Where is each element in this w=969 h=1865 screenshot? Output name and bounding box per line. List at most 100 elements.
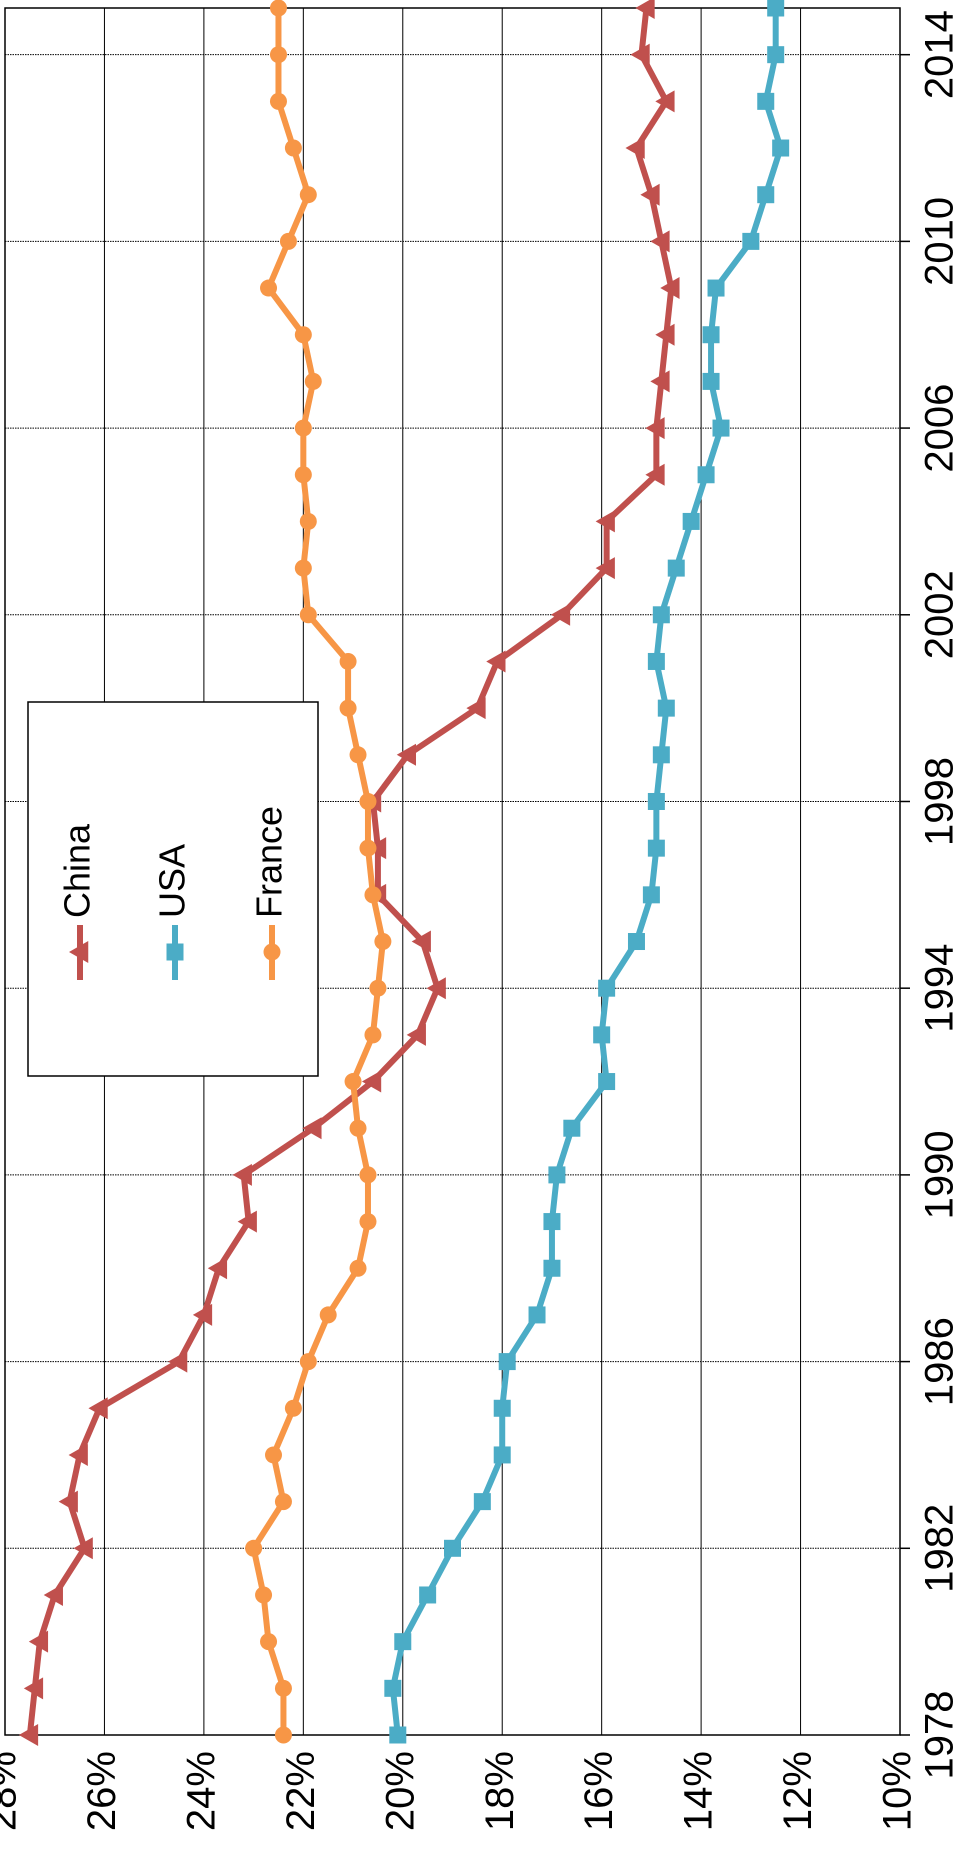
- legend: China USA France: [27, 701, 319, 1077]
- legend-swatch-marker: [166, 943, 184, 961]
- data-point-usa: [384, 1679, 402, 1697]
- data-point-china: [192, 1303, 213, 1326]
- legend-swatch-marker: [263, 943, 281, 961]
- data-point-france: [265, 1446, 282, 1464]
- data-point-france: [364, 886, 382, 904]
- legend-swatch-marker: [69, 941, 89, 963]
- data-point-china: [23, 1677, 44, 1700]
- data-point-usa: [389, 1726, 407, 1744]
- data-point-china: [625, 137, 645, 160]
- data-point-france: [349, 1119, 367, 1137]
- y-tick-label: 28%: [0, 1751, 25, 1831]
- data-point-china: [550, 603, 571, 626]
- data-point-france: [294, 559, 312, 577]
- data-point-usa: [697, 466, 715, 484]
- data-point-france: [304, 372, 322, 390]
- data-point-france: [359, 792, 377, 810]
- data-point-usa: [657, 699, 675, 717]
- data-point-france: [359, 1166, 377, 1184]
- data-point-usa: [647, 839, 665, 857]
- data-point-france: [299, 1353, 317, 1371]
- data-point-china: [426, 977, 446, 1000]
- plot-frame: [4, 7, 901, 1736]
- y-tick-label: 20%: [378, 1751, 422, 1831]
- legend-label-china: China: [57, 823, 98, 918]
- data-point-usa: [642, 886, 660, 904]
- data-point-france: [274, 1679, 292, 1697]
- data-point-china: [68, 1443, 88, 1466]
- data-point-china: [595, 557, 615, 580]
- y-tick-label: 14%: [677, 1751, 721, 1831]
- data-point-usa: [757, 92, 775, 110]
- data-point-france: [274, 1726, 292, 1744]
- data-point-usa: [419, 1586, 437, 1604]
- data-point-france: [359, 839, 377, 857]
- data-point-france: [344, 1073, 362, 1091]
- data-point-usa: [702, 372, 720, 390]
- data-point-usa: [702, 326, 720, 344]
- gridlines: [4, 7, 910, 1736]
- series-usa: [384, 0, 790, 1744]
- data-point-china: [640, 183, 660, 206]
- y-tick-label: 18%: [478, 1751, 522, 1831]
- y-tick-label: 22%: [279, 1751, 323, 1831]
- data-point-usa: [563, 1119, 581, 1137]
- data-point-usa: [593, 1026, 611, 1044]
- legend-label-france: France: [249, 806, 290, 918]
- x-tick-label: 2002: [918, 570, 962, 659]
- series-china: [18, 0, 680, 1746]
- data-point-usa: [543, 1259, 561, 1277]
- data-point-france: [339, 699, 357, 717]
- data-point-usa: [667, 559, 685, 577]
- data-point-china: [660, 277, 680, 300]
- x-tick-label: 1986: [918, 1317, 962, 1406]
- y-tick-label: 16%: [577, 1751, 621, 1831]
- data-point-france: [374, 933, 392, 951]
- data-point-usa: [682, 512, 700, 530]
- x-tick-label: 1994: [918, 944, 962, 1033]
- data-point-usa: [394, 1633, 412, 1651]
- x-tick-label: 1998: [918, 757, 962, 846]
- data-point-usa: [493, 1446, 511, 1464]
- data-point-usa: [543, 1213, 561, 1231]
- y-tick-label: 10%: [876, 1751, 920, 1831]
- data-point-usa: [647, 792, 665, 810]
- data-point-france: [319, 1306, 337, 1324]
- data-point-china: [73, 1537, 93, 1560]
- data-point-france: [255, 1586, 273, 1604]
- data-point-usa: [772, 139, 790, 157]
- data-point-china: [650, 370, 670, 393]
- data-point-usa: [647, 652, 665, 670]
- data-point-china: [466, 697, 486, 720]
- data-point-china: [655, 323, 675, 346]
- data-point-usa: [767, 0, 785, 17]
- x-tick-label: 2006: [918, 384, 962, 473]
- data-point-china: [406, 1023, 426, 1046]
- series-france: [245, 0, 392, 1744]
- data-point-france: [339, 652, 357, 670]
- data-point-china: [361, 1070, 382, 1093]
- data-point-china: [655, 90, 675, 113]
- data-point-france: [299, 512, 317, 530]
- data-point-france: [245, 1539, 263, 1557]
- data-point-china: [396, 743, 416, 766]
- data-point-china: [168, 1350, 188, 1373]
- data-point-france: [349, 746, 367, 764]
- data-point-china: [232, 1163, 252, 1186]
- data-point-china: [28, 1630, 49, 1653]
- data-point-china: [645, 463, 665, 486]
- data-point-usa: [548, 1166, 566, 1184]
- data-point-china: [630, 43, 650, 66]
- data-point-usa: [473, 1493, 491, 1511]
- data-point-france: [260, 279, 278, 297]
- data-point-china: [366, 837, 387, 860]
- data-point-china: [58, 1490, 78, 1513]
- legend-box: [27, 701, 319, 1077]
- data-point-usa: [444, 1539, 461, 1557]
- data-point-china: [635, 0, 655, 19]
- y-tick-label: 26%: [80, 1751, 124, 1831]
- data-point-france: [260, 1633, 278, 1651]
- data-point-china: [88, 1397, 108, 1420]
- data-point-usa: [742, 232, 760, 250]
- data-point-china: [18, 1724, 39, 1746]
